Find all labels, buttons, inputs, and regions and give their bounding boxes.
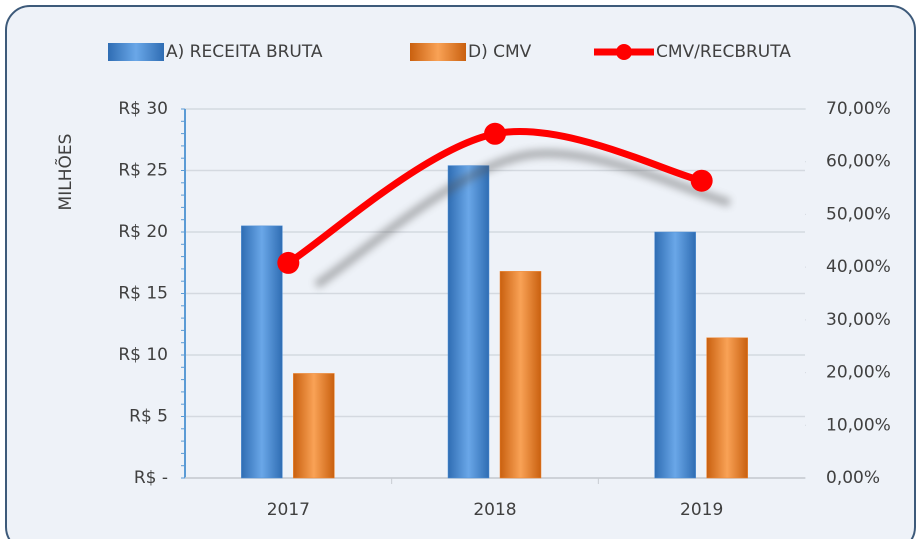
y2-tick-label: 60,00% (826, 152, 891, 172)
y-tick-label: R$ 5 (129, 407, 168, 427)
legend-label: D) CMV (468, 42, 532, 62)
line-marker (277, 251, 300, 274)
y-tick-label: R$ 30 (118, 99, 168, 119)
line-marker (690, 169, 713, 192)
line-marker (484, 122, 506, 145)
y2-tick-label: 0,00% (826, 468, 880, 488)
y2-tick-label: 20,00% (826, 363, 891, 383)
y2-tick-label: 50,00% (826, 204, 891, 224)
y2-tick-label: 30,00% (826, 310, 891, 330)
line-shadow (314, 149, 731, 289)
bar (447, 165, 490, 479)
y2-tick-label: 70,00% (826, 99, 891, 119)
x-tick-label: 2019 (680, 500, 723, 520)
x-tick-label: 2017 (267, 500, 310, 520)
y-tick-label: R$ 25 (118, 161, 168, 181)
bar (241, 225, 283, 479)
bar (706, 337, 748, 479)
bar (499, 271, 542, 479)
x-tick-label: 2018 (473, 500, 516, 520)
y-tick-label: R$ 10 (118, 345, 168, 365)
legend-label: A) RECEITA BRUTA (166, 42, 323, 62)
legend-swatch (108, 43, 164, 61)
y2-tick-label: 10,00% (826, 415, 891, 435)
y-tick-label: R$ 20 (118, 222, 168, 242)
bar (293, 373, 335, 479)
y-tick-label: R$ - (134, 468, 168, 488)
y-axis-title: MILHÕES (54, 134, 76, 211)
legend-swatch-marker (616, 44, 632, 60)
legend-label: CMV/RECBRUTA (656, 42, 791, 62)
legend-swatch (410, 43, 466, 61)
y2-tick-label: 40,00% (826, 257, 891, 277)
y-tick-label: R$ 15 (118, 284, 168, 304)
bar (654, 231, 696, 479)
